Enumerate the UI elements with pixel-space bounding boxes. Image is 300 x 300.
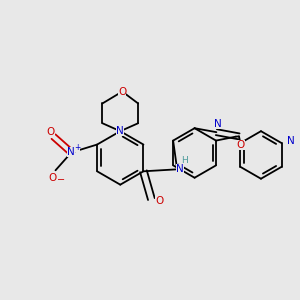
Text: N: N: [68, 148, 75, 158]
Text: −: −: [57, 175, 65, 185]
Text: H: H: [181, 156, 188, 165]
Text: N: N: [286, 136, 294, 146]
Text: O: O: [48, 173, 57, 183]
Text: O: O: [118, 86, 126, 97]
Text: N: N: [214, 119, 222, 129]
Text: +: +: [74, 143, 80, 152]
Text: N: N: [116, 126, 124, 136]
Text: O: O: [155, 196, 164, 206]
Text: O: O: [237, 140, 245, 150]
Text: O: O: [46, 127, 55, 137]
Text: N: N: [176, 164, 184, 174]
